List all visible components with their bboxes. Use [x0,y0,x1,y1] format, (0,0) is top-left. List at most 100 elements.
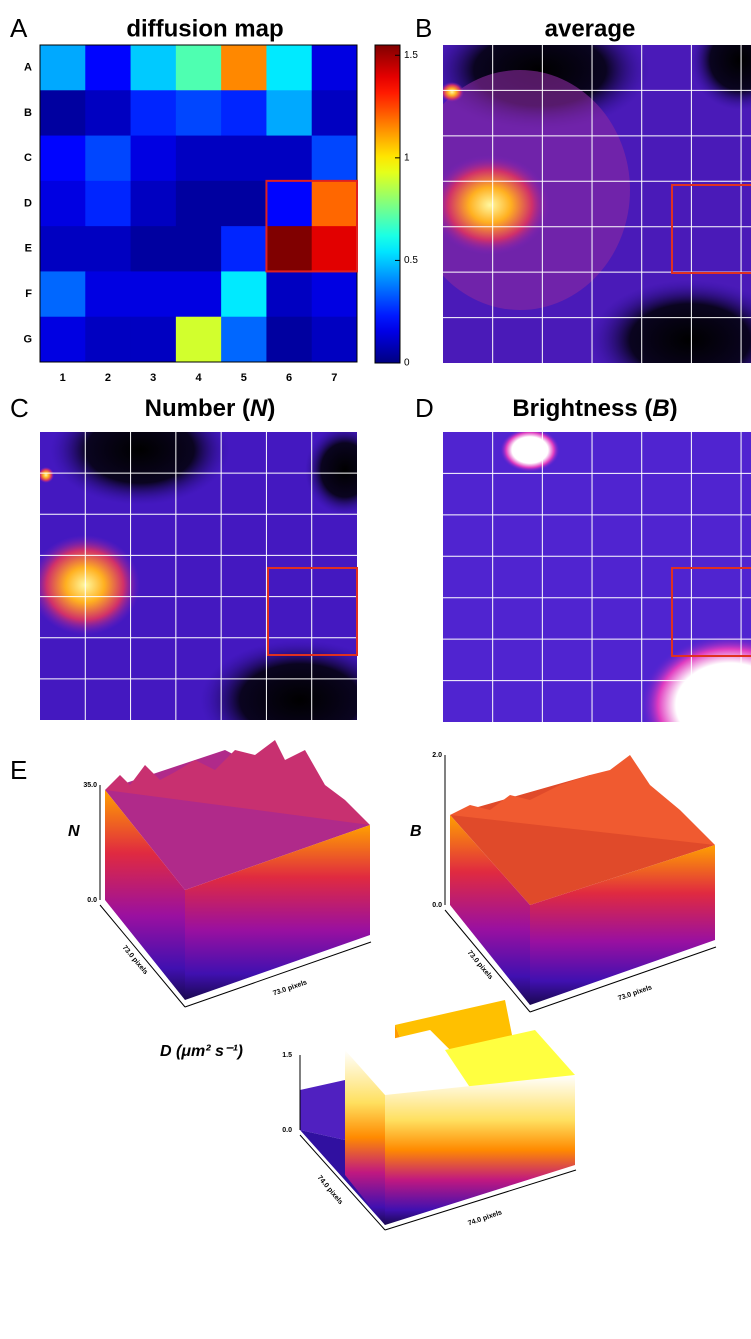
colorbar-label: 1.5 [404,50,418,61]
panel-letter: D [415,393,434,423]
colorbar-label: 0 [404,358,410,369]
heat-cell [131,136,177,182]
axis-top: 2.0 [432,752,442,759]
panel-title: Number (N) [145,395,276,422]
image-number [30,395,400,760]
heat-cell [312,226,358,272]
row-label: E [25,243,32,255]
heat-cell [266,317,312,363]
title-part: N [250,395,268,422]
image-brightness [443,428,751,775]
panel-title: Brightness (B) [512,395,677,422]
heat-cell [221,136,267,182]
edge-label: 73.0 pixels [272,979,308,997]
heat-cell [40,45,86,91]
heat-cell [131,226,177,272]
axis-bottom: 0.0 [432,902,442,909]
heat-cell [85,317,131,363]
panel-letter: A [10,13,28,43]
row-label: D [24,197,32,209]
axis-bottom: 0.0 [87,897,97,904]
column-label: 3 [150,372,156,384]
heat-cell [221,317,267,363]
heat-cell [176,271,222,317]
title-part: B [652,395,669,422]
surface-label: B [410,823,422,840]
column-label: 1 [60,372,66,384]
heat-cell [131,90,177,136]
heat-cell [266,226,312,272]
column-label: 4 [195,372,202,384]
title-part: Brightness ( [512,395,652,422]
figure: A diffusion map B average C Number (N) D… [0,0,751,1339]
row-label: A [24,62,32,74]
panel-letter: E [10,755,27,785]
edge-label: 73.0 pixels [617,984,653,1002]
colorbar-label: 0.5 [404,255,418,266]
heat-cell [221,90,267,136]
row-label: B [24,107,32,119]
column-label: 5 [241,372,247,384]
title-part: ) [267,395,275,422]
heat-cell [176,226,222,272]
heat-cell [40,271,86,317]
heat-cell [176,136,222,182]
heat-cell [40,90,86,136]
heat-cell [312,317,358,363]
surface-d [300,1000,576,1230]
panel-title: diffusion map [126,15,283,42]
heat-cell [221,226,267,272]
heat-cell [85,90,131,136]
heat-cell [85,136,131,182]
colorbar [375,45,400,363]
heat-cell [312,136,358,182]
heat-cell [40,181,86,227]
heat-cell [266,90,312,136]
heat-cell [40,317,86,363]
heat-cell [131,181,177,227]
heat-cell [221,271,267,317]
heat-cell [131,271,177,317]
axis-top: 1.5 [282,1052,292,1059]
image-average [410,10,751,400]
panel-letter: B [415,13,432,43]
heat-cell [266,181,312,227]
heat-cell [176,181,222,227]
surface-label: N [68,823,80,840]
heat-cell [176,90,222,136]
colorbar-label: 1 [404,152,410,163]
heat-cell [266,45,312,91]
heat-cell [40,226,86,272]
row-label: C [24,152,32,164]
heat-cell [221,45,267,91]
heat-cell [266,136,312,182]
row-label: F [25,288,32,300]
heat-cell [312,181,358,227]
column-label: 6 [286,372,292,384]
panel-title: average [545,15,636,42]
column-label: 2 [105,372,111,384]
heat-cell [40,136,86,182]
edge-label: 74.0 pixels [467,1209,503,1227]
heat-cell [176,317,222,363]
axis-top: 35.0 [83,782,97,789]
heat-cell [176,45,222,91]
heat-cell [85,226,131,272]
column-label: 7 [331,372,337,384]
title-part: ) [670,395,678,422]
panel-letter: C [10,393,29,423]
heat-cell [312,271,358,317]
heat-cell [85,271,131,317]
heat-cell [221,181,267,227]
row-label: G [23,333,32,345]
heat-cell [85,181,131,227]
title-part: Number ( [145,395,250,422]
axis-bottom: 0.0 [282,1127,292,1134]
heat-cell [312,90,358,136]
heat-cell [131,45,177,91]
heat-cell [131,317,177,363]
heat-cell [266,271,312,317]
heat-cell [85,45,131,91]
heat-cell [312,45,358,91]
surface-label: D (μm² s⁻¹) [160,1043,243,1060]
